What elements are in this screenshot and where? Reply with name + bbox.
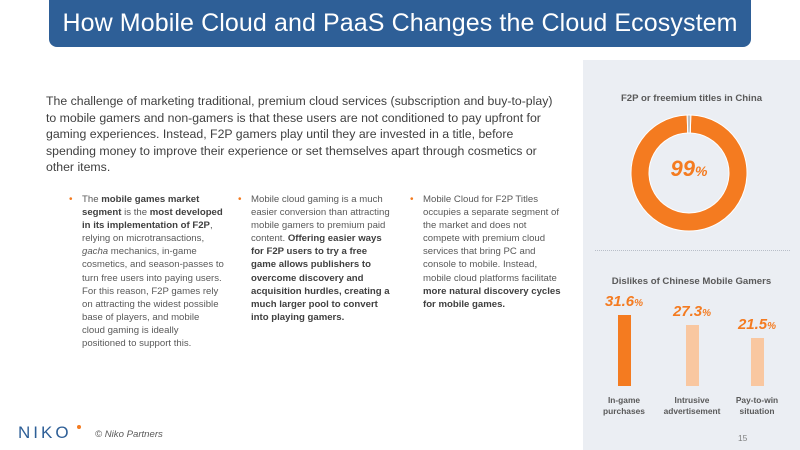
bar-value-label: 21.5%: [722, 316, 792, 333]
bullet-icon: •: [410, 194, 414, 205]
page-title: How Mobile Cloud and PaaS Changes the Cl…: [62, 9, 738, 37]
bar-category-label: Intrusive advertisement: [652, 395, 732, 416]
divider: [595, 250, 790, 251]
donut-slice: [686, 114, 692, 134]
column-3-text: Mobile Cloud for F2P Titles occupies a s…: [423, 193, 565, 311]
bar-category-line: advertisement: [663, 405, 721, 416]
text-segment: , relying on microtransactions,: [82, 220, 213, 245]
bullet-icon: •: [69, 194, 73, 205]
bar-chart-title: Dislikes of Chinese Mobile Gamers: [611, 276, 772, 287]
title-bar: How Mobile Cloud and PaaS Changes the Cl…: [49, 0, 751, 47]
column-1: • The mobile games market segment is the…: [69, 193, 224, 350]
text-segment: Mobile Cloud for F2P Titles occupies a s…: [423, 194, 559, 284]
bar-value-unit: %: [767, 320, 777, 332]
bar-value: 31.6: [604, 293, 635, 310]
text-segment: mobile games market segment: [82, 194, 200, 219]
bar-value: 21.5: [737, 315, 768, 333]
donut-chart: [630, 114, 748, 232]
bar: [617, 315, 631, 386]
intro-paragraph: The challenge of marketing traditional, …: [46, 94, 553, 175]
page-number: 15: [738, 433, 748, 443]
bar-category-label: Pay-to-win situation: [717, 395, 797, 416]
bar-category-line: In-game: [607, 395, 641, 405]
bar-category-line: situation: [739, 405, 775, 416]
bar: [685, 324, 699, 386]
donut-center-value: 99: [670, 156, 696, 181]
column-3: • Mobile Cloud for F2P Titles occupies a…: [410, 193, 565, 311]
donut-chart-title: F2P or freemium titles in China: [620, 93, 763, 104]
text-segment: most developed in its implementation of …: [82, 207, 223, 232]
bar-value: 27.3: [672, 302, 703, 320]
bar-value-label: 31.6%: [589, 293, 659, 310]
bar: [750, 337, 764, 386]
bar-value-label: 27.3%: [657, 303, 727, 320]
bullet-icon: •: [238, 194, 242, 205]
bar-category-line: Intrusive: [674, 395, 710, 405]
bar-category-label: In-game purchases: [584, 395, 664, 416]
bar-value-unit: %: [702, 307, 712, 319]
text-segment: The: [82, 194, 102, 205]
text-segment: Offering easier ways for F2P users to tr…: [251, 233, 390, 323]
bar-category-line: purchases: [603, 405, 645, 416]
text-segment: Mobile cloud gaming is a much easier con…: [251, 194, 390, 245]
text-segment: gacha: [82, 246, 109, 258]
column-2-text: Mobile cloud gaming is a much easier con…: [251, 193, 391, 324]
donut-center-label: 99%: [629, 156, 749, 182]
column-1-text: The mobile games market segment is the m…: [82, 193, 224, 350]
column-2: • Mobile cloud gaming is a much easier c…: [238, 193, 391, 324]
bar-value-unit: %: [634, 298, 644, 309]
donut-center-unit: %: [695, 163, 708, 179]
donut-slice: [630, 114, 748, 232]
copyright: © Niko Partners: [95, 429, 163, 440]
text-segment: is the: [121, 207, 150, 219]
text-segment: mechanics, in-game cosmetics, and season…: [82, 246, 224, 350]
niko-logo: NIKO: [18, 423, 72, 442]
text-segment: more natural discovery cycles for mobile…: [423, 285, 561, 310]
logo-dot-icon: [77, 425, 81, 429]
bar-category-line: Pay-to-win: [735, 395, 779, 405]
